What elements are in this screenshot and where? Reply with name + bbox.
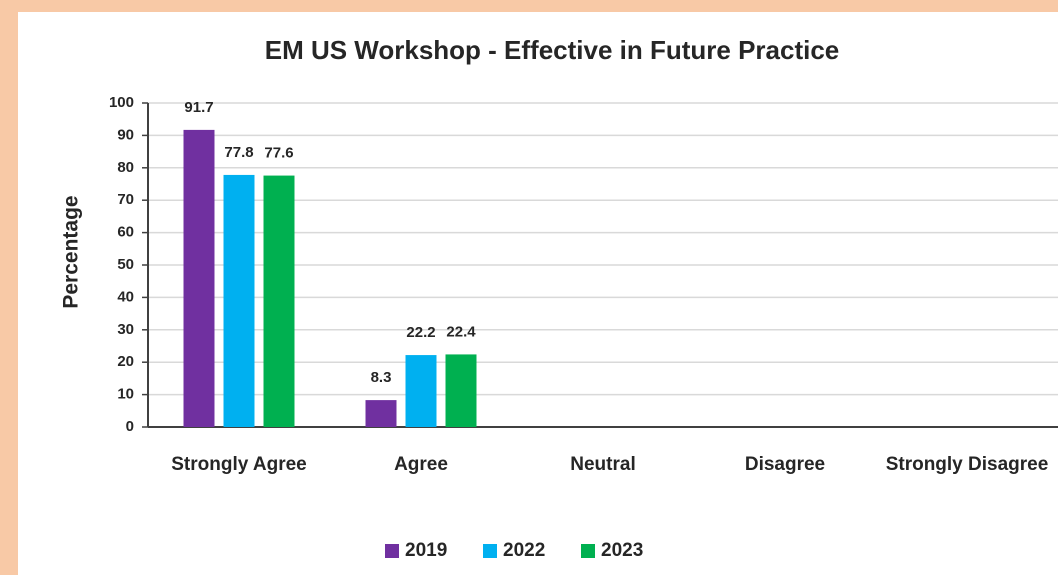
legend-swatch (581, 544, 595, 558)
bar (263, 175, 295, 427)
bar (365, 400, 397, 427)
y-tick-label: 100 (109, 94, 134, 111)
y-tick-label: 60 (117, 224, 134, 241)
x-tick-label: Strongly Disagree (885, 454, 1049, 475)
x-tick-label: Strongly Agree (171, 454, 307, 475)
y-tick-label: 0 (126, 418, 134, 435)
legend-label: 2019 (405, 540, 447, 561)
bar (405, 355, 437, 427)
legend-label: 2023 (601, 540, 643, 561)
legend-swatch (483, 544, 497, 558)
y-tick-label: 40 (117, 288, 134, 305)
legend-swatch (385, 544, 399, 558)
y-tick-label: 50 (117, 256, 134, 273)
x-tick-label: Agree (394, 454, 448, 475)
y-tick-label: 90 (117, 126, 134, 143)
data-label: 77.8 (224, 144, 253, 161)
x-tick-label: Disagree (744, 454, 826, 475)
data-label: 8.3 (371, 369, 392, 386)
y-axis-label: Percentage (60, 195, 83, 308)
chart-title: EM US Workshop - Effective in Future Pra… (265, 35, 840, 65)
y-tick-label: 30 (117, 321, 134, 338)
y-tick-label: 70 (117, 191, 134, 208)
data-label: 22.4 (446, 323, 476, 340)
data-label: 22.2 (406, 324, 435, 341)
data-label: 77.6 (264, 145, 293, 162)
y-tick-label: 80 (117, 159, 134, 176)
y-tick-label: 20 (117, 353, 134, 370)
bar (183, 129, 215, 427)
bar (445, 354, 477, 427)
x-tick-label: Neutral (570, 454, 636, 475)
y-tick-label: 10 (117, 386, 134, 403)
legend-label: 2022 (503, 540, 545, 561)
bar (223, 174, 255, 427)
data-label: 91.7 (184, 99, 213, 116)
